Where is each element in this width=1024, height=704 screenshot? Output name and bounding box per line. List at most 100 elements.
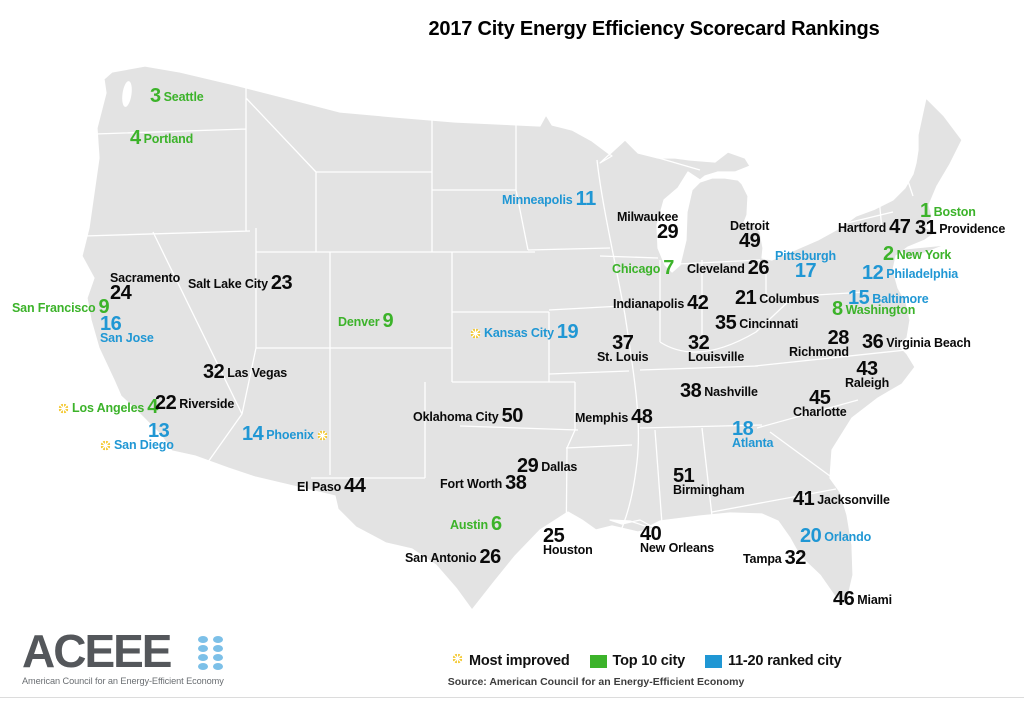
city-label-louisville: 32 Louisville bbox=[688, 333, 745, 364]
city-label-st-louis: 37 St. Louis bbox=[597, 332, 649, 364]
city-rank: 8 bbox=[832, 298, 843, 320]
city-label-nashville: 38 Nashville bbox=[680, 381, 758, 401]
city-name: Sacramento bbox=[110, 271, 181, 285]
city-rank: 41 bbox=[793, 488, 815, 510]
most-improved-sun-icon bbox=[58, 403, 69, 414]
legend-11-20: 11-20 ranked city bbox=[705, 653, 842, 669]
city-rank: 32 bbox=[203, 361, 225, 383]
city-name: Birmingham bbox=[673, 483, 745, 497]
city-rank: 12 bbox=[862, 262, 884, 284]
city-rank: 21 bbox=[735, 287, 757, 309]
city-label-san-antonio: San Antonio 26 bbox=[405, 546, 502, 568]
city-rank: 16 bbox=[100, 313, 122, 335]
city-label-oklahoma-city: Oklahoma City 50 bbox=[413, 405, 524, 427]
city-rank: 37 bbox=[612, 332, 634, 354]
city-rank: 22 bbox=[155, 392, 177, 414]
city-name: Las Vegas bbox=[227, 366, 288, 380]
city-rank: 40 bbox=[640, 523, 662, 545]
aceee-logo-wordmark: ACEEE bbox=[22, 625, 172, 677]
city-name: Richmond bbox=[789, 345, 849, 359]
city-rank: 46 bbox=[833, 588, 855, 610]
city-name: Houston bbox=[543, 543, 593, 557]
city-rank: 26 bbox=[479, 546, 502, 568]
city-label-chicago: Chicago 7 bbox=[612, 257, 674, 279]
city-rank: 19 bbox=[556, 321, 579, 343]
city-label-san-diego: 13 San Diego bbox=[100, 421, 174, 452]
city-name: Indianapolis bbox=[613, 297, 685, 311]
city-rank: 6 bbox=[491, 513, 502, 535]
city-rank: 47 bbox=[889, 216, 911, 238]
city-name: Portland bbox=[143, 132, 194, 146]
city-name: Kansas City bbox=[484, 326, 554, 340]
city-name: Hartford bbox=[838, 221, 887, 235]
city-label-washington: 8 Washington bbox=[832, 298, 915, 320]
city-rank: 4 bbox=[130, 127, 141, 149]
city-rank: 44 bbox=[344, 475, 366, 497]
city-name: El Paso bbox=[297, 480, 342, 494]
city-rank: 28 bbox=[827, 327, 850, 349]
city-label-virginia-beach: 36 Virginia Beach bbox=[862, 331, 971, 353]
city-rank: 50 bbox=[501, 405, 524, 427]
city-label-orlando: 20 Orlando bbox=[800, 525, 871, 547]
city-name: San Antonio bbox=[405, 551, 477, 565]
city-rank: 9 bbox=[98, 296, 110, 318]
city-label-raleigh: 43 Raleigh bbox=[845, 358, 890, 390]
city-name: Denver bbox=[338, 315, 380, 329]
city-rank: 18 bbox=[732, 418, 754, 440]
aceee-logo: ACEEE American Council for an Energy-Eff… bbox=[22, 628, 226, 686]
city-label-new-york: 2 New York bbox=[883, 244, 951, 264]
most-improved-sun-icon bbox=[452, 652, 463, 670]
city-label-austin: Austin 6 bbox=[450, 513, 502, 535]
city-name: Los Angeles bbox=[72, 401, 145, 415]
city-name: New Orleans bbox=[640, 541, 715, 555]
city-name: Atlanta bbox=[732, 436, 774, 450]
city-rank: 36 bbox=[862, 331, 884, 353]
city-label-miami: 46 Miami bbox=[833, 588, 892, 610]
city-rank: 49 bbox=[738, 230, 761, 252]
long-island bbox=[900, 246, 941, 258]
city-name: Nashville bbox=[704, 385, 758, 399]
city-name: Columbus bbox=[759, 292, 820, 306]
legend-most-improved: Most improved bbox=[452, 652, 570, 670]
city-rank: 42 bbox=[687, 292, 709, 314]
city-rank: 48 bbox=[631, 406, 653, 428]
city-label-hartford: Hartford 47 bbox=[838, 216, 911, 238]
city-name: Riverside bbox=[179, 397, 235, 411]
city-label-pittsburgh: Pittsburgh 17 bbox=[775, 250, 836, 282]
city-name: Dallas bbox=[541, 460, 578, 474]
city-label-seattle: 3 Seattle bbox=[150, 86, 204, 106]
city-rank: 7 bbox=[663, 257, 674, 279]
city-name: San Diego bbox=[114, 438, 174, 452]
city-rank: 1 bbox=[920, 200, 931, 222]
city-name: Seattle bbox=[163, 90, 204, 104]
city-name: Providence bbox=[939, 222, 1006, 236]
city-label-memphis: Memphis 48 bbox=[575, 406, 653, 428]
city-name: St. Louis bbox=[597, 350, 649, 364]
city-label-kansas-city: Kansas City 19 bbox=[470, 321, 579, 343]
legend-most-improved-label: Most improved bbox=[469, 653, 570, 669]
city-label-portland: 4 Portland bbox=[130, 127, 194, 149]
city-name: San Francisco bbox=[12, 301, 96, 315]
city-name: Detroit bbox=[730, 219, 770, 233]
city-label-cleveland: Cleveland 26 bbox=[687, 257, 770, 279]
most-improved-sun-icon bbox=[470, 328, 481, 339]
city-name: Raleigh bbox=[845, 376, 890, 390]
city-rank: 32 bbox=[784, 547, 807, 569]
city-label-detroit: Detroit 49 bbox=[730, 219, 770, 252]
city-label-cincinnati: 35 Cincinnati bbox=[715, 312, 798, 334]
city-rank: 20 bbox=[800, 525, 822, 547]
city-label-el-paso: El Paso 44 bbox=[297, 475, 366, 497]
city-rank: 26 bbox=[747, 257, 770, 279]
city-rank: 35 bbox=[715, 312, 737, 334]
city-name: Minneapolis bbox=[502, 193, 573, 207]
city-label-las-vegas: 32 Las Vegas bbox=[203, 361, 288, 383]
city-label-providence: 31 Providence bbox=[915, 218, 1006, 238]
city-name: Louisville bbox=[688, 350, 745, 364]
city-name: Philadelphia bbox=[886, 267, 959, 281]
city-rank: 43 bbox=[856, 358, 878, 380]
city-label-atlanta: 18 Atlanta bbox=[732, 418, 774, 450]
city-rank: 29 bbox=[517, 455, 539, 477]
city-name: Salt Lake City bbox=[188, 277, 268, 291]
legend-top10: Top 10 city bbox=[589, 653, 685, 669]
